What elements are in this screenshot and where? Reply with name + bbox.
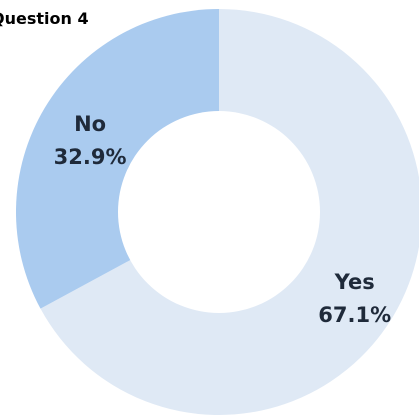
slice-label-no: No	[74, 112, 106, 136]
slice-labels: Yes 67.1% No 32.9%	[54, 112, 391, 327]
slice-label-yes: Yes	[334, 270, 375, 294]
slice-value-no: 32.9%	[54, 145, 127, 169]
slice-value-yes: 67.1%	[318, 303, 391, 327]
chart-title: Question 4	[0, 9, 89, 28]
donut-hole	[118, 111, 320, 313]
